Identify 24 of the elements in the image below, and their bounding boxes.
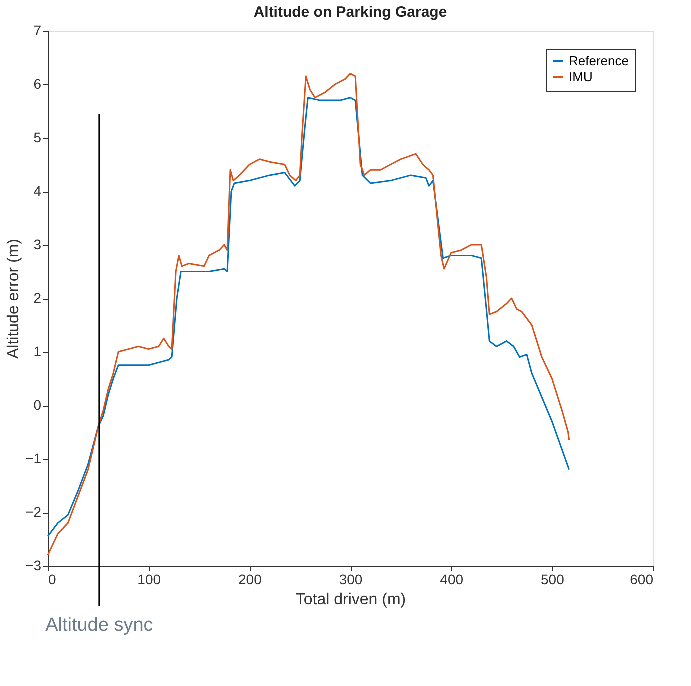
y-tick-label: 5 bbox=[34, 130, 42, 146]
legend-label: IMU bbox=[569, 70, 593, 84]
x-tick-label: 500 bbox=[540, 572, 565, 588]
y-tick-label: 6 bbox=[34, 76, 42, 92]
y-tick-label: −1 bbox=[26, 450, 42, 466]
y-axis-title: Altitude error (m) bbox=[6, 238, 23, 360]
x-tick-label: 400 bbox=[440, 572, 464, 588]
x-tick-label: 300 bbox=[339, 572, 363, 588]
x-tick-label: 100 bbox=[138, 572, 162, 588]
y-tick-label: 1 bbox=[34, 344, 42, 360]
chart-title: Altitude on Parking Garage bbox=[254, 4, 448, 21]
legend-label: Reference bbox=[569, 54, 629, 68]
y-tick-label: 7 bbox=[34, 22, 42, 38]
x-tick-label: 200 bbox=[238, 572, 262, 588]
y-tick-label: 4 bbox=[34, 183, 42, 199]
y-tick-label: 2 bbox=[34, 290, 42, 306]
ref-line-label: Altitude sync bbox=[46, 615, 154, 636]
y-tick-label: 0 bbox=[34, 397, 42, 413]
y-tick-label: −2 bbox=[26, 504, 42, 520]
x-tick-label: 0 bbox=[48, 572, 56, 588]
y-tick-label: −3 bbox=[26, 558, 42, 574]
x-tick-label: 600 bbox=[630, 572, 654, 588]
y-tick-label: 3 bbox=[34, 236, 42, 252]
x-axis-title: Total driven (m) bbox=[296, 592, 406, 608]
